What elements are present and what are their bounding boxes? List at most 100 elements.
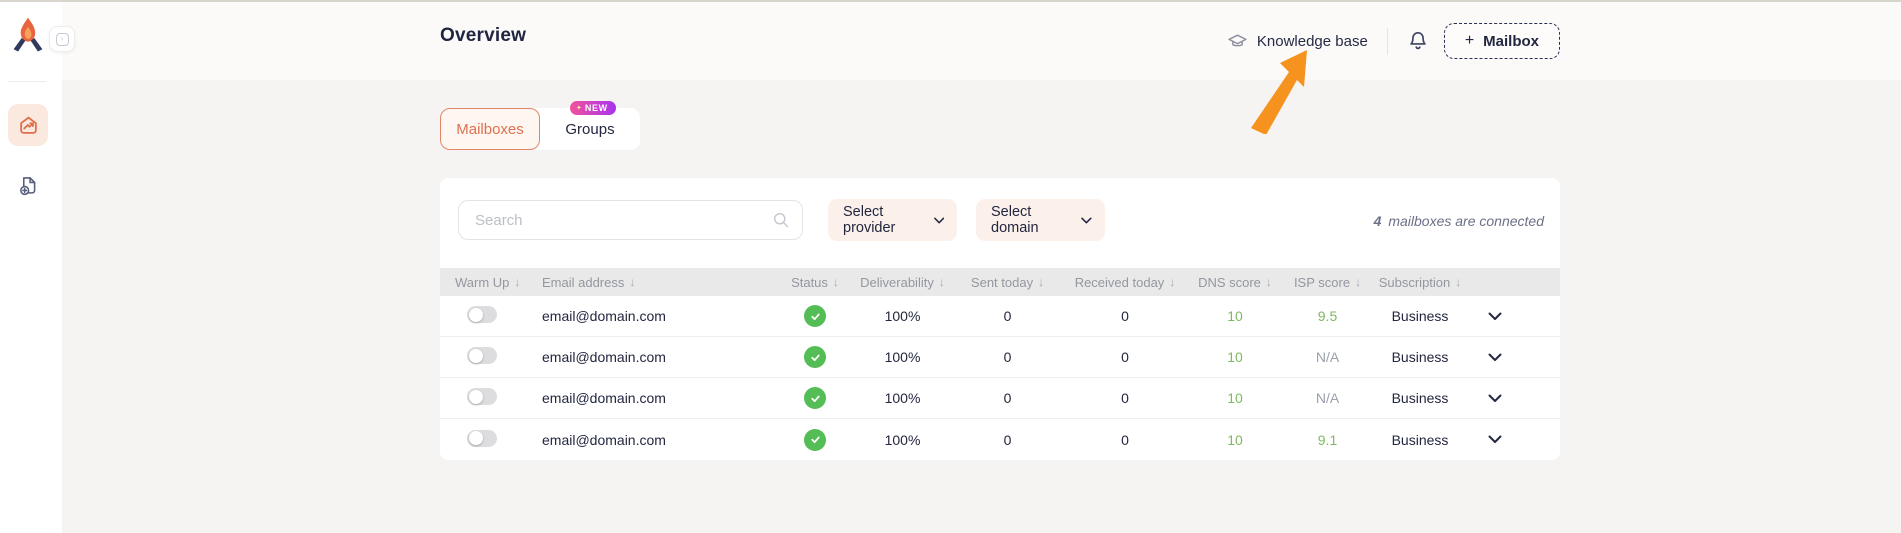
warmup-toggle[interactable]	[467, 429, 497, 447]
isp-score-cell: 9.1	[1317, 431, 1338, 448]
received-today-cell: 0	[1121, 349, 1129, 365]
tab-groups[interactable]: Groups	[540, 108, 640, 150]
new-badge: ✦ NEW	[570, 101, 616, 115]
add-mailbox-button[interactable]: + Mailbox	[1443, 23, 1560, 59]
table-row: email@domain.com 100% 0 0 10 9.1 Busines…	[440, 419, 1560, 460]
column-header-subscription[interactable]: Subscription ↓	[1378, 274, 1462, 290]
add-mailbox-button-label: Mailbox	[1483, 32, 1539, 50]
toggle-knob	[468, 431, 483, 445]
isp-score-cell: 9.5	[1317, 308, 1338, 324]
status-ok-icon	[804, 428, 826, 451]
row-expand-button[interactable]	[1484, 390, 1506, 407]
deliverability-cell: 100%	[884, 431, 921, 448]
sort-descending-icon: ↓	[1455, 275, 1462, 289]
chevron-down-icon	[1081, 217, 1092, 223]
knowledge-base-label: Knowledge base	[1256, 32, 1368, 50]
select-domain-label: Select domain	[991, 204, 1039, 236]
select-domain-dropdown[interactable]: Select domain	[976, 199, 1105, 241]
select-provider-label: Select provider	[843, 204, 896, 236]
mailboxes-connected-summary: 4 mailboxes are connected	[1374, 213, 1544, 229]
warmup-toggle[interactable]	[467, 388, 497, 405]
sort-descending-icon: ↓	[514, 275, 521, 289]
deliverability-cell: 100%	[884, 349, 921, 365]
subscription-cell: Business	[1391, 390, 1449, 406]
toggle-knob	[468, 389, 483, 404]
bell-icon	[1410, 32, 1426, 50]
sort-descending-icon: ↓	[1038, 275, 1045, 289]
row-expand-button[interactable]	[1484, 431, 1506, 448]
select-provider-dropdown[interactable]: Select provider	[828, 199, 957, 241]
table-row: email@domain.com 100% 0 0 10 9.5 Busines…	[440, 296, 1560, 337]
status-ok-icon	[804, 346, 826, 368]
sidebar: ›	[0, 0, 75, 533]
table-row: email@domain.com 100% 0 0 10 N/A Busines…	[440, 337, 1560, 378]
search-icon	[773, 212, 789, 228]
chevron-right-icon: ›	[55, 32, 69, 46]
dns-score-cell: 10	[1227, 308, 1243, 324]
subscription-cell: Business	[1391, 349, 1449, 365]
search-input[interactable]	[458, 200, 803, 240]
email-address-cell: email@domain.com	[542, 308, 666, 324]
received-today-cell: 0	[1121, 431, 1129, 448]
chevron-down-icon	[933, 217, 944, 223]
sent-today-cell: 0	[1003, 308, 1012, 324]
warmup-toggle[interactable]	[467, 306, 497, 323]
subscription-cell: Business	[1391, 431, 1449, 448]
mailboxes-count: 4	[1373, 213, 1382, 229]
dns-score-cell: 10	[1227, 431, 1243, 448]
row-expand-button[interactable]	[1484, 349, 1506, 366]
sent-today-cell: 0	[1003, 431, 1012, 448]
window-top-border	[0, 0, 1901, 2]
column-header-status[interactable]: Status ↓	[791, 274, 839, 290]
sort-descending-icon: ↓	[1265, 275, 1272, 289]
email-address-cell: email@domain.com	[542, 390, 666, 406]
header-actions: Knowledge base + Mailbox	[1227, 22, 1560, 60]
column-header-received-today[interactable]: Received today ↓	[1074, 274, 1176, 290]
deliverability-cell: 100%	[884, 390, 921, 406]
mailboxes-count-text: mailboxes are connected	[1388, 213, 1544, 229]
status-ok-icon	[804, 387, 826, 409]
table-header: Warm Up ↓ Email address ↓ Status ↓ Delivera…	[440, 268, 1560, 296]
status-ok-icon	[804, 305, 826, 327]
deliverability-cell: 100%	[884, 308, 921, 324]
isp-score-cell: N/A	[1315, 349, 1340, 365]
column-header-dns-score[interactable]: DNS score ↓	[1198, 274, 1272, 290]
column-header-email-address[interactable]: Email address ↓	[542, 274, 636, 290]
column-header-isp-score[interactable]: ISP score ↓	[1293, 274, 1362, 290]
sent-today-cell: 0	[1003, 390, 1012, 406]
dns-score-cell: 10	[1227, 390, 1243, 406]
column-header-warm-up[interactable]: Warm Up ↓	[455, 274, 521, 290]
dns-score-cell: 10	[1227, 349, 1243, 365]
sparkle-icon: ✦	[576, 105, 582, 112]
sidebar-item-overview[interactable]	[8, 104, 48, 146]
sort-descending-icon: ↓	[832, 275, 839, 289]
subscription-cell: Business	[1391, 308, 1449, 324]
tab-mailboxes-label: Mailboxes	[456, 120, 524, 138]
knowledge-base-link[interactable]: Knowledge base	[1227, 31, 1368, 52]
toggle-knob	[468, 348, 483, 363]
sort-descending-icon: ↓	[629, 275, 636, 289]
isp-score-cell: N/A	[1315, 390, 1340, 406]
column-header-sent-today[interactable]: Sent today ↓	[970, 274, 1045, 290]
notifications-button[interactable]	[1407, 30, 1429, 52]
home-analytics-icon	[19, 116, 37, 134]
sidebar-divider	[8, 81, 46, 82]
sidebar-item-add-mailbox[interactable]	[8, 164, 48, 206]
graduation-cap-icon	[1228, 33, 1247, 46]
row-expand-button[interactable]	[1484, 308, 1506, 325]
received-today-cell: 0	[1121, 390, 1129, 406]
tab-groups-label: Groups	[565, 120, 615, 138]
page-title: Overview	[440, 25, 527, 46]
column-header-deliverability[interactable]: Deliverability ↓	[860, 274, 945, 290]
tab-mailboxes[interactable]: Mailboxes	[440, 108, 540, 150]
new-badge-label: NEW	[584, 103, 608, 113]
sort-descending-icon: ↓	[1355, 275, 1362, 289]
flame-logo-icon	[13, 17, 43, 52]
email-address-cell: email@domain.com	[542, 349, 666, 365]
sidebar-collapse-button[interactable]: ›	[49, 26, 75, 52]
warmup-toggle[interactable]	[467, 347, 497, 364]
app-flame-logo[interactable]	[10, 16, 46, 52]
table-row: email@domain.com 100% 0 0 10 N/A Busines…	[440, 378, 1560, 419]
received-today-cell: 0	[1121, 308, 1129, 324]
plus-icon: +	[1464, 32, 1475, 49]
